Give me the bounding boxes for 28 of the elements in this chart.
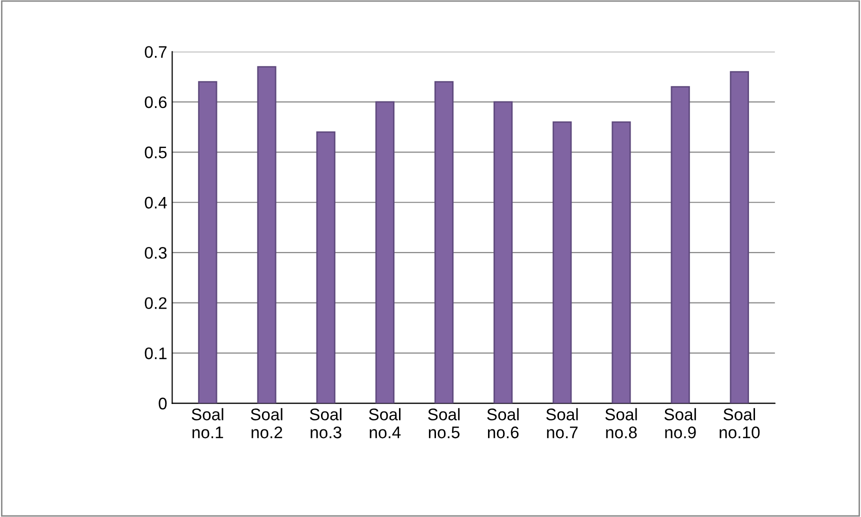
bar [434, 81, 454, 404]
bar [198, 81, 218, 404]
y-tick-label: 0.5 [144, 146, 167, 158]
bar [375, 101, 394, 404]
x-tick-label: Soal no.3 [310, 408, 342, 438]
x-tick-label: Soal no.5 [428, 408, 460, 438]
x-tick-label: Soal no.7 [546, 408, 578, 438]
y-tick-label: 0.3 [144, 246, 167, 259]
bar [612, 121, 631, 404]
bar [257, 66, 276, 404]
y-tick-label: 0.4 [144, 196, 167, 209]
y-tick-label: 0.1 [144, 347, 167, 360]
bar [552, 121, 572, 404]
y-tick-label: 0.7 [144, 46, 167, 58]
x-tick-label: Soal no.2 [250, 408, 282, 438]
x-tick-label: Soal no.1 [192, 408, 224, 438]
x-tick-label: Soal no.6 [487, 408, 519, 438]
bar [494, 101, 513, 404]
y-tick-label: 0.2 [144, 297, 167, 310]
x-tick-label: Soal no.4 [368, 408, 401, 438]
x-tick-label: Soal no.10 [720, 408, 760, 438]
y-tick-label: 0 [158, 398, 167, 410]
bar [730, 71, 750, 404]
bar [316, 131, 336, 404]
x-tick-label: Soal no.8 [605, 408, 637, 438]
x-tick-label: Soal no.9 [664, 408, 696, 438]
bar [670, 86, 690, 404]
y-tick-label: 0.6 [144, 96, 167, 108]
